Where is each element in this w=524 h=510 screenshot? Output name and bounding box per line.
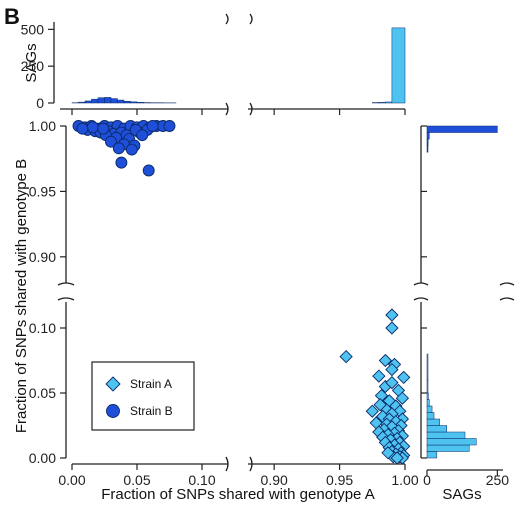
top-marginal-y-tick-label: 250 bbox=[21, 58, 45, 74]
top-marginal-break-mark bbox=[249, 102, 253, 116]
right-histogram-bar-strain-b bbox=[426, 125, 498, 133]
scatter-point-strain-a bbox=[372, 369, 386, 383]
x-axis-tick-label: 0.05 bbox=[123, 472, 150, 488]
legend-label-strain-a: Strain A bbox=[130, 377, 172, 391]
y-axis-break-mark bbox=[57, 282, 75, 286]
scatter-point-strain-a bbox=[390, 451, 404, 465]
right-histogram-bar-strain-a bbox=[426, 451, 438, 459]
right-marginal-x-tick-label: 0 bbox=[423, 472, 431, 488]
right-marginal-x-tick-label: 250 bbox=[486, 472, 510, 488]
scatter-point-strain-b bbox=[163, 120, 176, 132]
x-axis-break-mark bbox=[249, 456, 253, 472]
x-axis-tick-label: 0.95 bbox=[326, 472, 353, 488]
scatter-point-strain-b bbox=[97, 122, 110, 135]
top-histogram-bar-strain-a bbox=[385, 101, 393, 104]
x-axis-tick-label: 0.00 bbox=[58, 472, 85, 488]
scatter-point-strain-b bbox=[142, 164, 155, 177]
top-histogram-bar-strain-b bbox=[117, 99, 125, 104]
scatter-point-strain-b bbox=[86, 121, 99, 134]
top-histogram-bar-strain-a bbox=[391, 27, 406, 104]
top-histogram-bar-strain-b bbox=[84, 100, 92, 104]
legend-label-strain-b: Strain B bbox=[130, 404, 173, 418]
right-marginal-break-mark bbox=[499, 297, 515, 301]
top-histogram-bar-strain-a bbox=[378, 102, 386, 104]
right-histogram-bar-strain-a bbox=[426, 431, 466, 439]
y-axis-tick-label: 0.90 bbox=[29, 249, 56, 265]
scatter-point-strain-a bbox=[339, 349, 353, 364]
y-axis-tick-label: 0.10 bbox=[29, 320, 56, 336]
y-axis-tick-label: 0.05 bbox=[29, 385, 56, 401]
right-marginal-break-mark bbox=[413, 282, 429, 286]
y-axis-tick-label: 0.00 bbox=[29, 450, 56, 466]
right-marginal-x-title: SAGs bbox=[442, 486, 481, 503]
scatter-point-strain-b bbox=[76, 122, 89, 135]
y-axis-tick-label: 1.00 bbox=[29, 118, 56, 134]
top-histogram-bar-strain-b bbox=[78, 101, 86, 104]
scatter-point-strain-a bbox=[373, 398, 387, 412]
scatter-point-strain-b bbox=[146, 120, 159, 132]
right-histogram-bar-strain-a bbox=[426, 379, 429, 394]
y-axis-break-mark bbox=[57, 297, 75, 301]
legend-box bbox=[91, 361, 195, 431]
right-histogram-bar-strain-b bbox=[426, 132, 430, 140]
scatter-point-strain-b bbox=[136, 129, 149, 142]
scatter-point-strain-a bbox=[385, 321, 399, 335]
text-layer: Fraction of SNPs shared with genotype A … bbox=[13, 21, 509, 503]
scatter-point-strain-a bbox=[385, 375, 399, 390]
scatter-point-strain-b bbox=[115, 156, 128, 169]
top-marginal-break-mark bbox=[225, 102, 229, 116]
scatter-point-strain-a bbox=[381, 446, 395, 460]
top-histogram-bar-strain-b bbox=[104, 97, 112, 104]
y-axis-tick-label: 0.95 bbox=[29, 183, 56, 199]
right-histogram-bar-strain-b bbox=[426, 138, 429, 146]
top-marginal-y-tick-label: 0 bbox=[36, 95, 44, 111]
legend-marker-strain-b bbox=[106, 404, 120, 418]
right-histogram-bar-strain-a bbox=[426, 353, 429, 381]
right-histogram-bar-strain-a bbox=[426, 399, 430, 407]
scatter-point-strain-a bbox=[395, 391, 410, 405]
x-axis-tick-label: 1.00 bbox=[391, 472, 418, 488]
right-marginal-break-mark bbox=[499, 282, 515, 286]
x-axis-break-mark bbox=[225, 456, 229, 472]
y-axis-title: Fraction of SNPs shared with genotype B bbox=[13, 159, 30, 433]
top-histogram-bar-strain-b bbox=[136, 102, 144, 104]
top-marginal-y-tick-label: 500 bbox=[21, 21, 45, 37]
right-histogram-bar-strain-b bbox=[426, 145, 429, 153]
marks-layer bbox=[71, 27, 498, 465]
x-axis-title: Fraction of SNPs shared with genotype A bbox=[101, 486, 374, 503]
right-histogram-bar-strain-a bbox=[426, 412, 435, 420]
scatter-point-strain-a bbox=[385, 308, 399, 322]
right-marginal-break-mark bbox=[413, 297, 429, 301]
scatter-point-strain-a bbox=[365, 404, 379, 418]
scatter-point-strain-b bbox=[105, 135, 117, 148]
scatter-point-strain-a bbox=[385, 362, 399, 377]
x-axis-tick-label: 0.10 bbox=[188, 472, 215, 488]
top-marginal-y-title: SAGs bbox=[23, 43, 40, 82]
right-histogram-bar-strain-a bbox=[426, 444, 470, 452]
top-marginal-break-mark bbox=[225, 13, 229, 25]
panel-label: B bbox=[4, 4, 20, 29]
scatter-point-strain-b bbox=[112, 142, 125, 155]
right-histogram-bar-strain-a bbox=[426, 425, 447, 433]
x-axis-tick-label: 0.90 bbox=[261, 472, 288, 488]
right-histogram-bar-strain-a bbox=[426, 405, 433, 413]
top-histogram-bar-strain-b bbox=[110, 98, 118, 104]
axes-layer bbox=[48, 13, 515, 476]
top-histogram-bar-strain-b bbox=[123, 100, 131, 104]
top-marginal-break-mark bbox=[249, 13, 253, 25]
right-histogram-bar-strain-a bbox=[426, 438, 477, 446]
legend-marker-strain-a bbox=[105, 376, 121, 392]
top-histogram-bar-strain-b bbox=[91, 98, 99, 104]
right-histogram-bar-strain-a bbox=[426, 392, 429, 400]
right-histogram-bar-strain-a bbox=[426, 418, 440, 426]
top-histogram-bar-strain-b bbox=[97, 97, 105, 104]
legend: Strain A Strain B bbox=[91, 361, 195, 431]
top-histogram-bar-strain-b bbox=[130, 101, 138, 104]
scatter-point-strain-b bbox=[125, 143, 138, 156]
scatter-point-strain-a bbox=[397, 370, 411, 385]
scatter-point-strain-a bbox=[378, 353, 393, 368]
